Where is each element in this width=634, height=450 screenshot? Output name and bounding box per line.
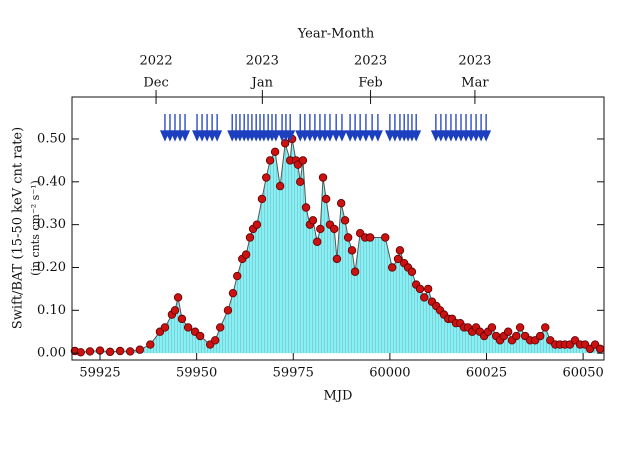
- data-point: [76, 348, 85, 357]
- observation-arrow: [180, 114, 191, 142]
- data-point: [318, 173, 328, 182]
- x-tick-label: 59925: [79, 366, 120, 381]
- data-point: [340, 216, 350, 225]
- y-axis-title: Swift/BAT (15-50 keV cnt rate): [11, 127, 26, 329]
- top-axis-title: Year-Month: [297, 27, 375, 42]
- data-point: [541, 323, 550, 332]
- data-point: [210, 336, 220, 345]
- data-point: [270, 147, 280, 157]
- data-point: [321, 194, 331, 204]
- observation-arrow: [367, 114, 378, 142]
- y-axis-subtitle: (in cnts cm⁻² s⁻¹): [29, 180, 42, 276]
- y-tick-label: 0.30: [37, 217, 66, 232]
- data-point: [252, 220, 262, 229]
- top-tick-month: Jan: [250, 76, 274, 91]
- data-point: [241, 250, 251, 259]
- data-point: [336, 199, 346, 208]
- observation-arrow: [285, 114, 296, 142]
- data-point: [296, 177, 305, 187]
- x-tick-label: 59950: [176, 366, 217, 381]
- data-point: [332, 254, 342, 264]
- data-point: [105, 347, 115, 357]
- data-point: [135, 345, 145, 354]
- y-tick-label: 0.20: [37, 260, 66, 275]
- data-point: [223, 306, 233, 315]
- data-point: [420, 293, 429, 302]
- data-point: [183, 323, 193, 332]
- data-point: [262, 173, 271, 182]
- x-axis-title: MJD: [324, 389, 353, 404]
- data-point: [195, 331, 205, 341]
- top-tick-month: Mar: [461, 76, 489, 91]
- top-tick-month: Feb: [358, 76, 382, 91]
- data-point: [170, 306, 180, 315]
- data-point: [257, 194, 267, 204]
- data-point: [503, 327, 513, 336]
- observation-arrow: [355, 114, 366, 142]
- data-point: [125, 347, 135, 356]
- data-point: [536, 331, 545, 341]
- observation-arrow: [331, 114, 342, 142]
- data-point: [423, 284, 433, 294]
- data-point: [301, 203, 311, 212]
- observation-arrow: [372, 114, 383, 142]
- data-point: [350, 267, 360, 276]
- data-point: [347, 246, 357, 255]
- data-point: [381, 233, 390, 242]
- data-point: [275, 181, 285, 191]
- observation-arrow: [360, 114, 371, 142]
- top-tick-year: 2023: [458, 54, 491, 69]
- data-point: [160, 323, 170, 332]
- data-point: [415, 284, 425, 294]
- x-tick-label: 60000: [369, 366, 410, 381]
- data-point: [233, 271, 242, 281]
- data-point: [115, 346, 125, 356]
- data-point: [595, 344, 605, 354]
- data-point: [330, 224, 339, 234]
- data-point: [313, 237, 322, 246]
- data-point: [487, 323, 497, 332]
- observation-arrow: [212, 114, 223, 142]
- top-tick-year: 2023: [354, 54, 387, 69]
- observation-arrow: [481, 114, 492, 142]
- top-tick-year: 2022: [140, 54, 173, 69]
- data-point: [173, 293, 183, 302]
- top-tick-year: 2023: [246, 54, 279, 69]
- y-tick-label: 0.00: [37, 346, 66, 361]
- data-point: [228, 288, 238, 298]
- data-point: [245, 233, 255, 242]
- observation-arrow: [324, 114, 335, 142]
- data-point: [177, 314, 187, 324]
- data-point: [298, 156, 308, 165]
- top-tick-month: Dec: [143, 76, 168, 91]
- y-tick-label: 0.10: [37, 303, 66, 318]
- data-point: [85, 347, 95, 356]
- data-point: [388, 263, 397, 272]
- data-point: [216, 323, 225, 332]
- x-tick-label: 59975: [273, 366, 314, 381]
- data-point: [265, 156, 275, 165]
- observation-arrow: [336, 114, 347, 142]
- data-point: [395, 246, 405, 255]
- data-point: [393, 254, 403, 264]
- observation-arrow: [411, 114, 422, 142]
- data-point: [407, 267, 417, 276]
- data-point: [365, 233, 375, 242]
- y-tick-label: 0.40: [37, 174, 66, 189]
- area-fill: [74, 138, 601, 354]
- data-point: [343, 233, 353, 242]
- x-tick-label: 60050: [562, 366, 603, 381]
- data-point: [515, 323, 525, 332]
- data-point: [316, 224, 325, 234]
- x-tick-label: 60025: [466, 366, 507, 381]
- data-point: [146, 340, 155, 349]
- y-tick-label: 0.50: [37, 131, 66, 146]
- plot-frame: [71, 96, 605, 361]
- data-point: [308, 216, 318, 225]
- data-point: [512, 331, 521, 341]
- observation-arrow: [270, 114, 281, 142]
